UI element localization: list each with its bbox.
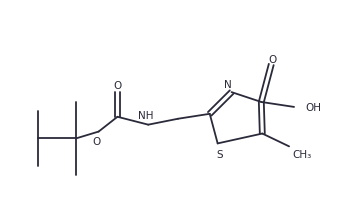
Text: OH: OH — [305, 102, 321, 112]
Text: CH₃: CH₃ — [292, 150, 311, 160]
Text: N: N — [224, 80, 231, 90]
Text: NH: NH — [139, 110, 154, 120]
Text: O: O — [268, 54, 276, 64]
Text: S: S — [216, 149, 223, 159]
Text: O: O — [113, 81, 121, 91]
Text: O: O — [93, 137, 101, 147]
